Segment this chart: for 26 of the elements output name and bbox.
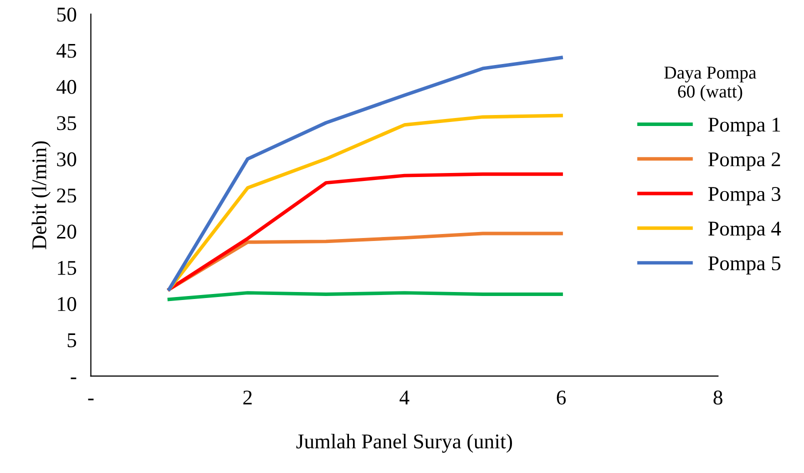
y-tick-label: 5 — [68, 333, 76, 348]
x-tick-label: 4 — [400, 390, 410, 404]
y-tick-label: 20 — [57, 224, 76, 239]
legend-label: Pompa 2 — [708, 152, 780, 171]
x-tick-label: 8 — [714, 390, 722, 405]
y-tick-label: 10 — [58, 297, 76, 312]
y-tick-label: 15 — [58, 260, 76, 275]
y-tick-label: 45 — [56, 44, 76, 58]
y-tick-label: 25 — [57, 188, 76, 203]
y-axis-title: Debit (l/min) — [32, 141, 51, 250]
line-series — [168, 172, 563, 291]
y-tick-label: 50 — [57, 8, 76, 22]
x-axis-title: Jumlah Panel Surya (unit) — [296, 434, 512, 453]
legend-label: Pompa 3 — [708, 187, 780, 206]
x-tick-label: 2 — [243, 390, 252, 404]
y-tick-label: - — [70, 378, 76, 380]
legend-label: Pompa 4 — [708, 222, 781, 240]
y-tick-label: 40 — [56, 80, 76, 94]
y-tick-label: 35 — [57, 116, 76, 130]
y-tick-label: 30 — [57, 152, 76, 166]
line-series — [168, 114, 563, 291]
x-tick-label: 6 — [556, 390, 566, 405]
legend-label: Pompa 1 — [708, 118, 780, 136]
legend-title: Daya Pompa 60 (watt) — [664, 66, 756, 102]
line-series — [168, 56, 563, 291]
legend-label: Pompa 5 — [708, 256, 780, 275]
